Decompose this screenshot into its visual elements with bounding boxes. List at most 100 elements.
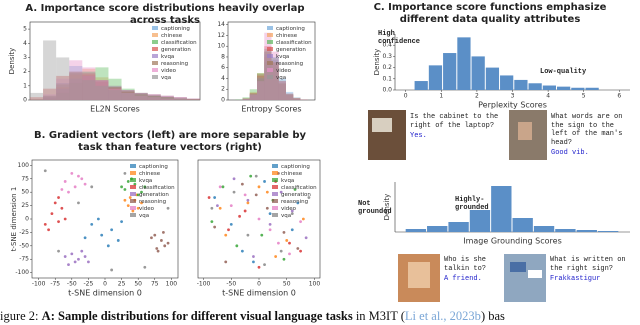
- legend-label: captioning: [161, 26, 190, 32]
- panel-title: A. Importance score distributions heavil…: [25, 3, 305, 26]
- histogram-bar: [173, 98, 187, 100]
- scatter-point: [229, 222, 233, 226]
- plot-frame: [227, 21, 316, 101]
- y-tick-label: 1: [23, 82, 27, 89]
- scatter-point: [110, 268, 114, 272]
- histogram-bar: [300, 99, 308, 100]
- legend-swatch: [272, 213, 278, 217]
- histogram-bar: [108, 90, 122, 100]
- histogram-bar: [271, 58, 279, 100]
- scatter-point: [210, 206, 214, 210]
- y-tick-label: 12: [217, 32, 225, 39]
- scatter-point: [232, 177, 236, 181]
- histogram-bar: [134, 92, 148, 100]
- scatter-point: [290, 212, 294, 216]
- histogram-bar: [56, 78, 70, 100]
- scatter-point: [240, 249, 244, 253]
- histogram-bar: [82, 67, 96, 100]
- scatter-point: [263, 263, 266, 266]
- histogram-bar: [557, 86, 571, 90]
- scatter-point: [268, 222, 272, 226]
- citation[interactable]: Li et al., 2023b: [404, 309, 481, 323]
- legend-label: vqa: [139, 213, 149, 219]
- legend-label: captioning: [276, 26, 305, 32]
- histogram-bar: [95, 85, 109, 100]
- histogram-bar: [249, 94, 257, 100]
- legend-swatch: [130, 178, 136, 182]
- histogram-bar: [173, 97, 187, 100]
- scatter-point: [207, 196, 211, 199]
- scatter-point: [307, 196, 311, 199]
- x-tick-label: -100: [197, 281, 211, 288]
- x-axis-label: Image Grounding Scores: [463, 237, 562, 246]
- histogram-bar: [108, 78, 122, 100]
- legend-swatch: [130, 164, 136, 168]
- scatter-point: [265, 190, 269, 194]
- histogram-bar: [69, 82, 83, 100]
- histogram-bar: [121, 91, 135, 100]
- histogram-bar: [121, 92, 135, 100]
- histogram-bar: [108, 87, 122, 100]
- legend-label: captioning: [281, 164, 310, 170]
- histogram-bar: [121, 92, 135, 100]
- y-tick-label: -75: [19, 256, 29, 263]
- histogram-bar: [43, 88, 57, 100]
- scatter-point: [60, 188, 64, 191]
- x-tick-label: 75: [151, 281, 159, 288]
- scatter-point: [77, 174, 80, 178]
- histogram-bar: [121, 90, 135, 100]
- histogram-bar: [82, 75, 96, 100]
- scatter-point: [224, 233, 228, 237]
- legend-label: kvqa: [139, 178, 152, 184]
- legend-swatch: [272, 192, 278, 196]
- scatter-point: [53, 201, 57, 205]
- histogram-bar: [160, 97, 174, 100]
- legend-swatch: [267, 54, 273, 58]
- scatter-point: [218, 206, 222, 210]
- scatter-point: [282, 257, 286, 261]
- scatter-point: [63, 180, 67, 183]
- scatter-point: [156, 249, 160, 253]
- panel-title: B. Gradient vectors (left) are more sepa…: [33, 130, 307, 153]
- histogram-bar: [242, 98, 250, 100]
- legend-label: vqa: [281, 213, 291, 219]
- histogram-bar: [471, 56, 485, 90]
- histogram-bar: [257, 73, 265, 100]
- histogram-bar: [82, 71, 96, 100]
- legend-swatch: [272, 171, 278, 175]
- legend-label: reasoning: [139, 199, 166, 205]
- scatter-point: [288, 252, 291, 256]
- legend-label: kvqa: [281, 178, 294, 184]
- histogram-bar: [56, 75, 70, 100]
- legend-swatch: [267, 47, 273, 51]
- histogram-bar: [278, 80, 286, 100]
- histogram-bar: [469, 210, 491, 232]
- annotation: Not grounded: [358, 200, 392, 216]
- histogram-bar: [271, 59, 279, 100]
- histogram-bar: [264, 46, 272, 100]
- histogram-bar: [428, 65, 443, 90]
- y-tick-label: 25: [21, 202, 29, 209]
- scatter-point: [235, 244, 239, 248]
- histogram-bar: [147, 95, 161, 100]
- histogram-bar: [108, 87, 122, 100]
- legend-label: chinese: [161, 33, 183, 39]
- histogram-bar: [293, 97, 301, 100]
- scatter-point: [243, 209, 247, 213]
- histogram-bar: [300, 99, 308, 100]
- scatter-point: [163, 244, 167, 248]
- scatter-point: [83, 236, 87, 240]
- y-axis-label: Density: [373, 49, 381, 76]
- histogram-bar: [491, 186, 512, 232]
- scatter-point: [87, 260, 90, 264]
- y-tick-label: 0: [221, 97, 225, 104]
- annotation: Low-quality: [540, 68, 587, 76]
- scatter-point: [57, 249, 60, 253]
- histogram-bar: [134, 94, 148, 100]
- histogram-bar: [95, 81, 109, 100]
- histogram-bar: [278, 83, 286, 100]
- legend-label: captioning: [139, 164, 168, 170]
- y-tick-label: 3: [23, 54, 27, 61]
- x-tick-label: 0: [103, 281, 107, 288]
- histogram-bar: [286, 93, 294, 100]
